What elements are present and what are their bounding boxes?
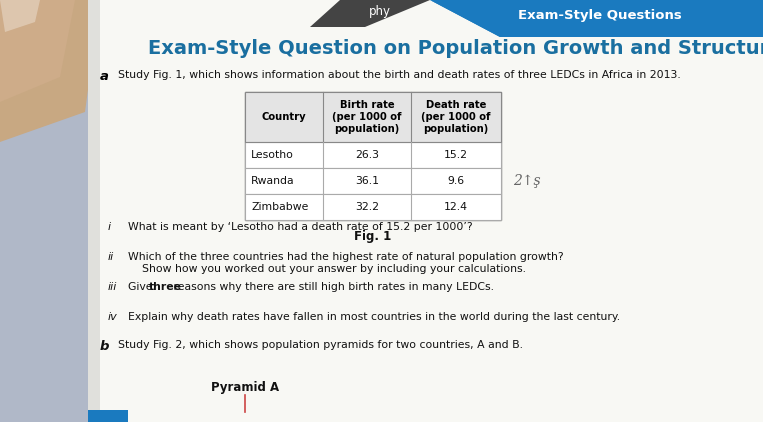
Text: Exam-Style Questions: Exam-Style Questions [518,10,682,22]
Text: Death rate
(per 1000 of
population): Death rate (per 1000 of population) [421,100,491,134]
Polygon shape [310,0,430,27]
Text: 15.2: 15.2 [444,150,468,160]
Text: Study Fig. 2, which shows population pyramids for two countries, A and B.: Study Fig. 2, which shows population pyr… [118,340,523,350]
Text: three: three [149,282,182,292]
Text: 32.2: 32.2 [355,202,379,212]
Polygon shape [88,0,763,422]
Text: phy: phy [369,5,391,19]
Text: i: i [108,222,111,232]
Text: Lesotho: Lesotho [251,150,294,160]
Text: Exam-Style Question on Population Growth and Structure: Exam-Style Question on Population Growth… [148,39,763,58]
Bar [245,92,501,142]
Bar [245,92,501,142]
Text: Explain why death rates have fallen in most countries in the world during the la: Explain why death rates have fallen in m… [128,312,620,322]
Text: Birth rate
(per 1000 of
population): Birth rate (per 1000 of population) [332,100,402,134]
Polygon shape [0,0,105,422]
Polygon shape [88,0,100,422]
Polygon shape [0,0,75,102]
Text: Which of the three countries had the highest rate of natural population growth?
: Which of the three countries had the hig… [128,252,564,273]
Text: 12.4: 12.4 [444,202,468,212]
Polygon shape [430,0,763,37]
Bar [88,410,128,422]
Text: a: a [100,70,109,83]
Text: Give: Give [128,282,156,292]
Text: Fig. 1: Fig. 1 [354,230,391,243]
Bar [245,92,501,220]
Text: 26.3: 26.3 [355,150,379,160]
Text: Study Fig. 1, which shows information about the birth and death rates of three L: Study Fig. 1, which shows information ab… [118,70,681,80]
Text: Country: Country [262,112,306,122]
Text: 9.6: 9.6 [447,176,465,186]
Text: b: b [100,340,110,353]
Bar [245,142,501,168]
Bar [245,168,501,194]
Text: ii: ii [108,252,114,262]
Text: Zimbabwe: Zimbabwe [251,202,308,212]
Polygon shape [0,0,100,142]
Text: What is meant by ‘Lesotho had a death rate of 15.2 per 1000’?: What is meant by ‘Lesotho had a death ra… [128,222,472,232]
Text: reasons why there are still high birth rates in many LEDCs.: reasons why there are still high birth r… [170,282,494,292]
Polygon shape [0,0,40,32]
Text: Pyramid A: Pyramid A [211,381,279,394]
Text: iv: iv [108,312,118,322]
Bar [245,194,501,220]
Text: 36.1: 36.1 [355,176,379,186]
Text: 2↑ş: 2↑ş [513,174,541,188]
Polygon shape [430,0,763,37]
Text: iii: iii [108,282,118,292]
Text: Rwanda: Rwanda [251,176,295,186]
